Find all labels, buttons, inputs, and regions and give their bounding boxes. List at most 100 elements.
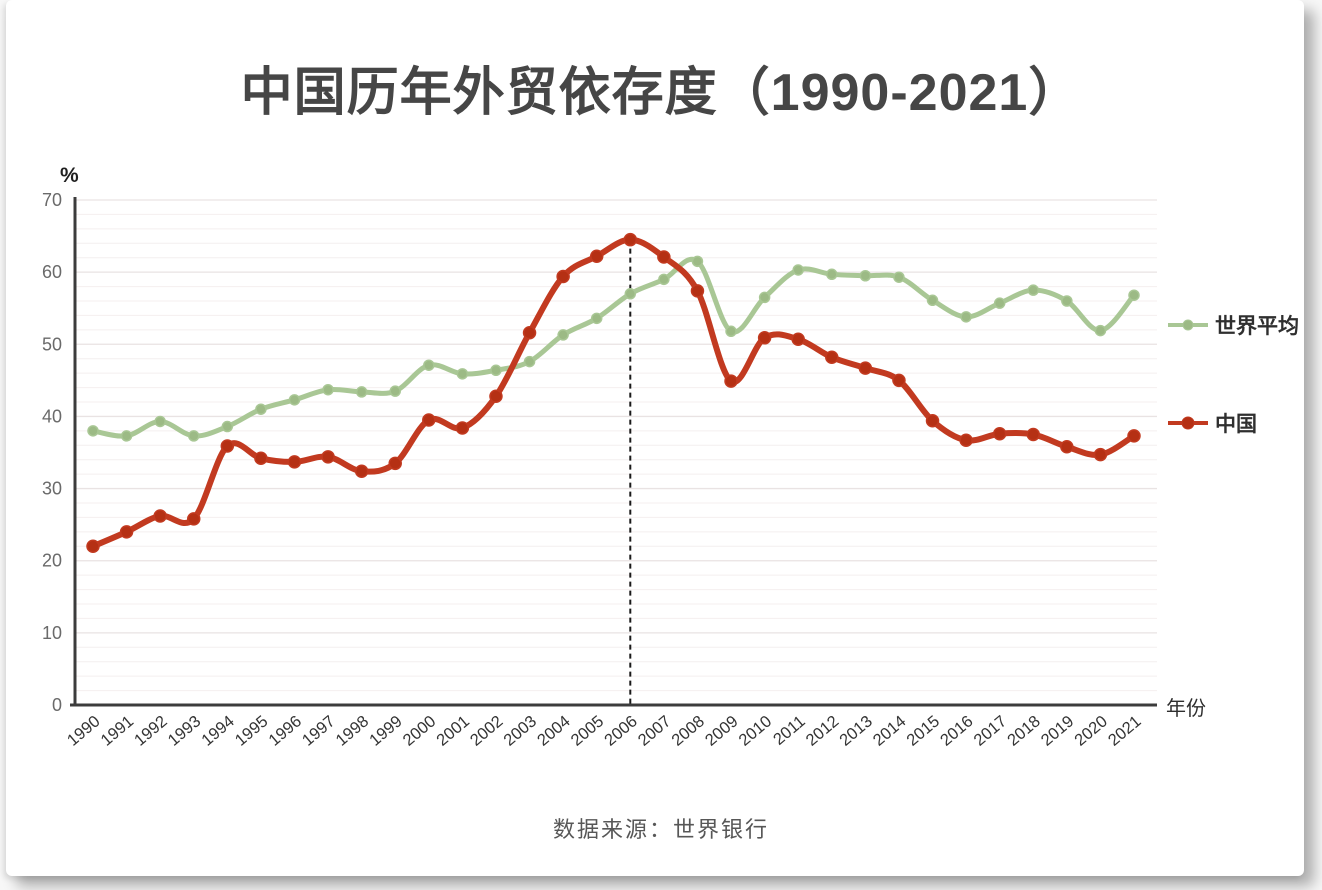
china-marker: [690, 284, 705, 298]
china-marker: [422, 413, 436, 427]
y-tick-label: 40: [42, 406, 62, 426]
world-average-marker: [221, 420, 234, 433]
chart-title: 中国历年外贸依存度（1990-2021）: [240, 64, 1082, 122]
world-average-marker: [758, 291, 771, 304]
y-tick-label: 50: [42, 334, 62, 354]
x-tick-label: 1995: [232, 712, 272, 749]
world-average-marker: [355, 386, 368, 398]
world-average-marker: [120, 430, 133, 442]
china-marker: [1127, 429, 1141, 443]
china-marker: [321, 450, 335, 464]
world-average-marker: [624, 288, 637, 300]
world-average-legend-swatch: [1168, 319, 1208, 331]
x-tick-label: 1990: [64, 712, 104, 749]
x-tick-label: 2003: [500, 712, 540, 749]
world-average-marker: [1027, 284, 1040, 296]
china-marker: [186, 512, 201, 526]
y-tick-label: 0: [52, 695, 62, 715]
china-marker: [119, 525, 134, 539]
china-marker: [1026, 427, 1041, 442]
china-marker: [724, 374, 738, 388]
world-average-marker: [456, 368, 469, 380]
china-marker: [1093, 447, 1108, 462]
world-average-marker: [893, 271, 905, 283]
china-marker: [388, 456, 402, 471]
world-average-marker: [523, 355, 536, 368]
world-average-line: [90, 256, 1137, 439]
x-tick-label: 2015: [903, 712, 943, 749]
world-average-marker: [826, 268, 838, 281]
x-tick-label: 1999: [366, 712, 406, 749]
x-tick-label: 2001: [433, 712, 473, 749]
chart-card: [6, 0, 1304, 876]
world-average-marker: [1061, 295, 1073, 307]
world-average-marker: [187, 430, 200, 442]
x-tick-label: 2011: [770, 712, 809, 749]
data-source: 数据来源：世界银行: [552, 817, 769, 842]
world-average-marker: [960, 311, 972, 323]
y-tick-label: 20: [42, 551, 62, 571]
legend-label-world-average: 世界平均: [1215, 315, 1299, 338]
world-average-marker: [557, 329, 569, 341]
china-marker: [220, 439, 235, 453]
china-marker: [959, 433, 973, 447]
legend-label-china: 中国: [1215, 413, 1257, 436]
x-tick-label: 2018: [1004, 712, 1044, 749]
china-line: [90, 236, 1137, 550]
world-average-marker: [423, 359, 435, 371]
x-tick-label: 2009: [702, 712, 742, 749]
x-tick-label: 1994: [198, 712, 238, 749]
world-average-marker: [288, 394, 301, 406]
china-marker: [892, 373, 906, 388]
x-tick-label: 2020: [1071, 712, 1111, 749]
x-tick-label: 2014: [870, 712, 910, 749]
world-average-marker: [87, 425, 99, 437]
china-marker: [556, 269, 570, 284]
world-average-marker: [490, 364, 502, 377]
china-marker: [254, 451, 268, 466]
y-tick-label: 60: [42, 262, 62, 282]
china-marker: [153, 509, 167, 523]
legend-item-world-average: 世界平均: [1168, 310, 1299, 340]
china-marker: [657, 250, 671, 264]
x-tick-label: 2010: [735, 712, 775, 749]
legend-item-china: 中国: [1168, 408, 1257, 438]
world-average-marker: [926, 294, 939, 307]
x-tick-label: 1998: [333, 712, 373, 749]
x-tick-label: 2008: [668, 712, 708, 749]
x-tick-label: 2005: [568, 712, 608, 749]
china-legend-swatch: [1168, 416, 1208, 430]
x-tick-label: 1993: [165, 712, 205, 749]
world-average-marker: [1094, 324, 1107, 337]
world-average-marker: [691, 255, 704, 268]
x-tick-label: 2004: [534, 712, 574, 749]
world-average-marker: [859, 270, 872, 282]
china-marker: [522, 325, 537, 340]
y-tick-label: 10: [42, 623, 62, 643]
china-marker: [825, 350, 839, 365]
x-tick-label: 2021: [1105, 712, 1145, 749]
world-average-marker: [725, 325, 737, 338]
china-marker: [992, 426, 1007, 441]
x-axis-title: 年份: [1166, 698, 1206, 720]
x-tick-label: 1991: [97, 712, 137, 749]
world-average-marker: [658, 273, 670, 286]
x-tick-label: 2012: [803, 712, 843, 749]
china-marker: [489, 389, 503, 403]
world-average-marker: [154, 415, 166, 428]
x-tick-label: 2006: [601, 712, 641, 749]
china-marker: [1060, 439, 1074, 454]
x-tick-label: 1997: [299, 712, 339, 749]
x-tick-label: 1996: [265, 712, 305, 749]
world-average-marker: [255, 403, 267, 415]
x-tick-label: 2017: [971, 712, 1011, 749]
china-marker: [86, 539, 100, 554]
x-tick-label: 2013: [836, 712, 876, 749]
x-tick-label: 2016: [937, 712, 977, 749]
china-marker: [623, 232, 638, 247]
china-marker: [287, 455, 302, 469]
world-average-marker: [590, 312, 603, 325]
y-axis-unit-label: %: [60, 164, 79, 187]
x-tick-label: 2019: [1038, 712, 1078, 749]
